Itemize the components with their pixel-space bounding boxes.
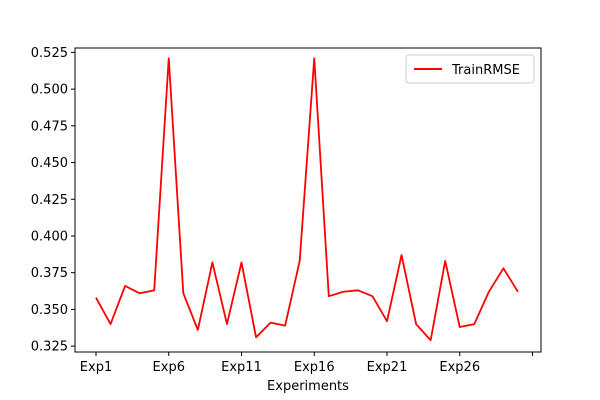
- x-tick-label: Exp21: [367, 360, 408, 375]
- y-axis: 0.325 0.350 0.375 0.400 0.425 0.450 0.475 0.500…: [31, 46, 75, 355]
- series-layer: [95, 57, 519, 342]
- x-tick-label: Exp11: [221, 360, 262, 375]
- y-tick-label: 0.450: [31, 156, 68, 171]
- x-tick-label: Exp6: [153, 360, 185, 375]
- x-tick-label: Exp1: [80, 360, 112, 375]
- x-tick-label: Exp16: [294, 360, 335, 375]
- y-tick-label: 0.400: [31, 229, 68, 244]
- x-axis-label: Experiments: [267, 379, 349, 394]
- y-tick-label: 0.500: [31, 83, 68, 98]
- y-tick-label: 0.375: [31, 266, 68, 281]
- series-line-0: [95, 57, 519, 342]
- legend-label: TrainRMSE: [451, 63, 520, 78]
- legend-box: [405, 54, 535, 84]
- y-tick-label: 0.425: [31, 193, 68, 208]
- legend: TrainRMSE: [405, 54, 535, 84]
- plot-area: [74, 47, 542, 353]
- y-tick-label: 0.325: [31, 340, 68, 355]
- y-tick-label: 0.350: [31, 303, 68, 318]
- x-axis: Exp1 Exp6 Exp11 Exp16 Exp21 Exp26: [80, 352, 533, 375]
- y-tick-label: 0.525: [31, 46, 68, 61]
- y-tick-label: 0.475: [31, 119, 68, 134]
- x-tick-label: Exp26: [439, 360, 480, 375]
